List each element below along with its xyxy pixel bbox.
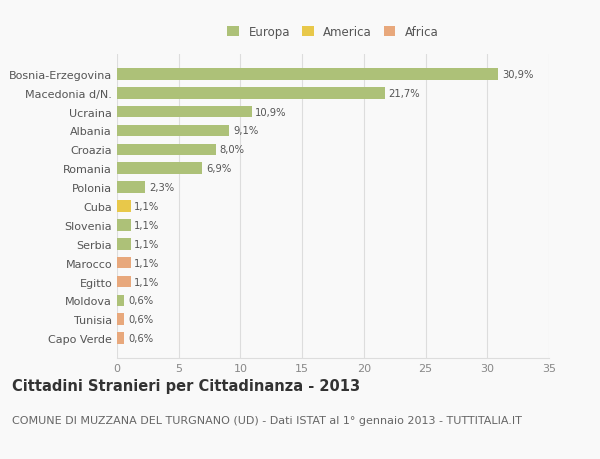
Text: 0,6%: 0,6% xyxy=(128,314,153,325)
Bar xyxy=(117,276,131,288)
Text: 6,9%: 6,9% xyxy=(206,164,231,174)
Text: 0,6%: 0,6% xyxy=(128,296,153,306)
Text: 1,1%: 1,1% xyxy=(134,258,160,268)
Text: Cittadini Stranieri per Cittadinanza - 2013: Cittadini Stranieri per Cittadinanza - 2… xyxy=(12,379,360,394)
Bar xyxy=(117,238,131,250)
Text: 30,9%: 30,9% xyxy=(502,70,533,80)
Text: 0,6%: 0,6% xyxy=(128,333,153,343)
Bar xyxy=(117,144,216,156)
Bar xyxy=(117,257,131,269)
Bar xyxy=(117,333,124,344)
Bar xyxy=(117,106,251,118)
Bar xyxy=(117,163,202,175)
Text: 9,1%: 9,1% xyxy=(233,126,258,136)
Text: 1,1%: 1,1% xyxy=(134,277,160,287)
Text: 21,7%: 21,7% xyxy=(389,89,420,99)
Bar xyxy=(117,125,229,137)
Text: COMUNE DI MUZZANA DEL TURGNANO (UD) - Dati ISTAT al 1° gennaio 2013 - TUTTITALIA: COMUNE DI MUZZANA DEL TURGNANO (UD) - Da… xyxy=(12,415,522,425)
Bar xyxy=(117,201,131,213)
Bar xyxy=(117,69,499,80)
Text: 1,1%: 1,1% xyxy=(134,239,160,249)
Text: 2,3%: 2,3% xyxy=(149,183,174,193)
Bar xyxy=(117,219,131,231)
Legend: Europa, America, Africa: Europa, America, Africa xyxy=(227,26,439,39)
Bar xyxy=(117,88,385,99)
Bar xyxy=(117,314,124,325)
Text: 1,1%: 1,1% xyxy=(134,202,160,212)
Bar xyxy=(117,295,124,307)
Text: 8,0%: 8,0% xyxy=(220,145,244,155)
Bar xyxy=(117,182,145,194)
Text: 10,9%: 10,9% xyxy=(255,107,287,118)
Text: 1,1%: 1,1% xyxy=(134,220,160,230)
